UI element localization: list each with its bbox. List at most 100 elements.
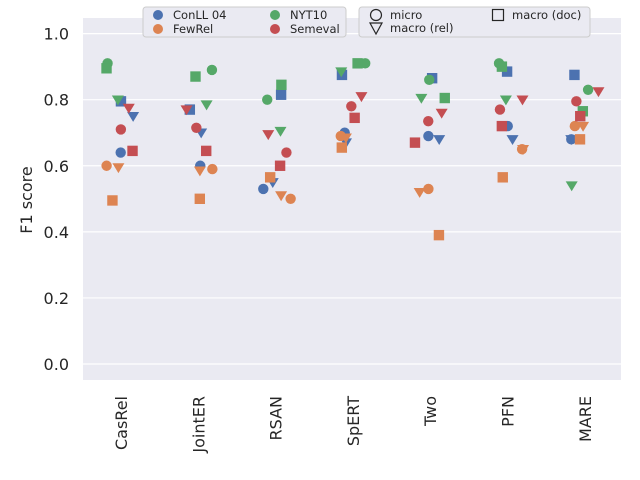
legend-label-macro-rel-: macro (rel) [390, 21, 453, 35]
legend-label-macro-doc-: macro (doc) [512, 8, 581, 22]
legend-marker-fewrel [153, 24, 163, 34]
point-fewrel-macro-doc--rsan [264, 172, 276, 183]
legend-label-nyt10: NYT10 [290, 8, 327, 22]
x-tick-label: JointER [189, 396, 208, 454]
point-conll-04-macro-rel--mare [565, 135, 578, 146]
x-tick-label: RSAN [267, 396, 286, 440]
y-tick-labels: 0.0 0.2 0.4 0.6 0.8 1.0 [44, 25, 69, 374]
x-tick-label: Two [421, 396, 440, 427]
point-fewrel-macro-rel--spert [339, 133, 352, 144]
point-semeval-macro-rel--two [435, 108, 448, 119]
point-nyt10-macro-doc--rsan [276, 79, 287, 91]
point-nyt10-macro-doc--spert [352, 58, 363, 69]
point-nyt10-macro-rel--jointer [200, 100, 213, 111]
point-semeval-macro-rel--jointer [180, 105, 193, 116]
point-semeval-macro-rel--mare [592, 87, 605, 98]
x-tick-label: MARE [576, 396, 595, 442]
point-nyt10-micro-jointer [206, 64, 218, 76]
point-conll-04-macro-doc--casrel [115, 96, 127, 107]
point-semeval-micro-spert [346, 101, 357, 112]
point-semeval-macro-doc--two [409, 137, 421, 148]
legend-marker-semeval [270, 24, 280, 34]
legend-marker-conll-04 [153, 10, 163, 20]
point-fewrel-micro-two [423, 183, 434, 195]
point-conll-04-macro-doc--mare [569, 69, 580, 81]
point-nyt10-macro-rel--casrel [111, 95, 124, 106]
point-nyt10-macro-rel--mare [565, 181, 578, 192]
point-fewrel-macro-rel--mare [577, 121, 590, 132]
point-nyt10-macro-rel--rsan [274, 126, 287, 137]
x-tick-label: PFN [499, 396, 518, 427]
point-semeval-macro-doc--mare [575, 111, 586, 122]
point-fewrel-macro-doc--jointer [194, 193, 206, 204]
point-fewrel-macro-rel--pfn [517, 145, 530, 155]
point-conll-04-micro-casrel [115, 147, 126, 158]
point-semeval-macro-doc--pfn [496, 120, 508, 132]
point-nyt10-macro-rel--spert [335, 67, 348, 78]
legend-datasets-box [142, 6, 347, 38]
point-nyt10-micro-mare [582, 84, 594, 95]
point-fewrel-macro-rel--jointer [193, 166, 206, 177]
point-nyt10-micro-two [424, 74, 435, 86]
point-conll-04-micro-two [423, 130, 434, 142]
data-marks [101, 58, 605, 241]
point-semeval-micro-rsan [281, 147, 292, 158]
legend-marker-micro [369, 8, 383, 22]
x-tick-label: CasRel [112, 396, 131, 450]
x-tick-label: SpERT [344, 396, 363, 446]
legend-label-micro: micro [390, 8, 422, 22]
y-tick-label: 0.8 [44, 91, 69, 110]
point-fewrel-micro-rsan [285, 193, 296, 204]
point-fewrel-macro-doc--spert [336, 142, 348, 153]
point-semeval-micro-two [423, 115, 434, 127]
point-conll-04-micro-rsan [258, 183, 269, 195]
point-semeval-micro-casrel [115, 124, 127, 135]
point-semeval-macro-rel--pfn [516, 95, 529, 106]
y-tick-label: 0.6 [44, 157, 69, 176]
point-nyt10-macro-rel--pfn [499, 95, 512, 106]
y-axis-label: F1 score [17, 166, 36, 233]
point-semeval-micro-jointer [191, 122, 202, 133]
point-conll-04-macro-rel--pfn [506, 135, 519, 146]
point-fewrel-macro-rel--rsan [275, 191, 288, 202]
x-tick-labels: CasRel JointER RSAN SpERT Two PFN MARE [112, 396, 595, 454]
point-fewrel-macro-doc--casrel [107, 195, 118, 206]
point-semeval-micro-pfn [494, 104, 506, 115]
legend-marker-macro-rel- [368, 22, 384, 36]
point-semeval-macro-rel--casrel [122, 103, 135, 114]
point-nyt10-macro-doc--two [439, 92, 450, 104]
y-tick-label: 0.2 [44, 289, 69, 308]
y-tick-label: 0.0 [44, 355, 69, 374]
point-fewrel-micro-mare [569, 120, 581, 132]
legend-label-fewrel: FewRel [173, 22, 213, 36]
point-fewrel-macro-doc--mare [574, 134, 586, 145]
point-conll-04-macro-rel--two [433, 135, 446, 146]
point-fewrel-macro-rel--two [413, 187, 426, 198]
point-nyt10-macro-doc--jointer [190, 71, 201, 82]
point-semeval-macro-doc--jointer [201, 145, 212, 157]
point-conll-04-macro-rel--casrel [127, 112, 140, 122]
legend-metrics-box [358, 6, 591, 38]
point-semeval-macro-doc--rsan [274, 160, 286, 171]
point-semeval-micro-mare [571, 96, 582, 107]
point-fewrel-macro-doc--pfn [497, 172, 508, 183]
point-semeval-macro-rel--spert [355, 92, 368, 103]
point-conll-04-macro-doc--rsan [275, 89, 287, 100]
point-semeval-macro-rel--rsan [262, 130, 275, 141]
legend-marker-nyt10 [270, 10, 280, 20]
legend-label-conll-04: ConLL 04 [173, 8, 226, 22]
point-nyt10-macro-doc--casrel [101, 63, 112, 74]
legend-label-semeval: Semeval [290, 22, 340, 36]
point-fewrel-micro-casrel [101, 160, 112, 171]
point-fewrel-macro-doc--two [433, 229, 445, 241]
point-nyt10-macro-rel--two [415, 93, 428, 104]
plot-background [83, 18, 621, 380]
y-tick-label: 0.4 [44, 223, 69, 242]
y-tick-label: 1.0 [44, 25, 69, 44]
point-fewrel-macro-rel--casrel [112, 163, 125, 174]
point-semeval-macro-doc--casrel [127, 145, 138, 157]
point-fewrel-micro-jointer [207, 163, 218, 175]
point-semeval-macro-doc--spert [349, 112, 360, 124]
